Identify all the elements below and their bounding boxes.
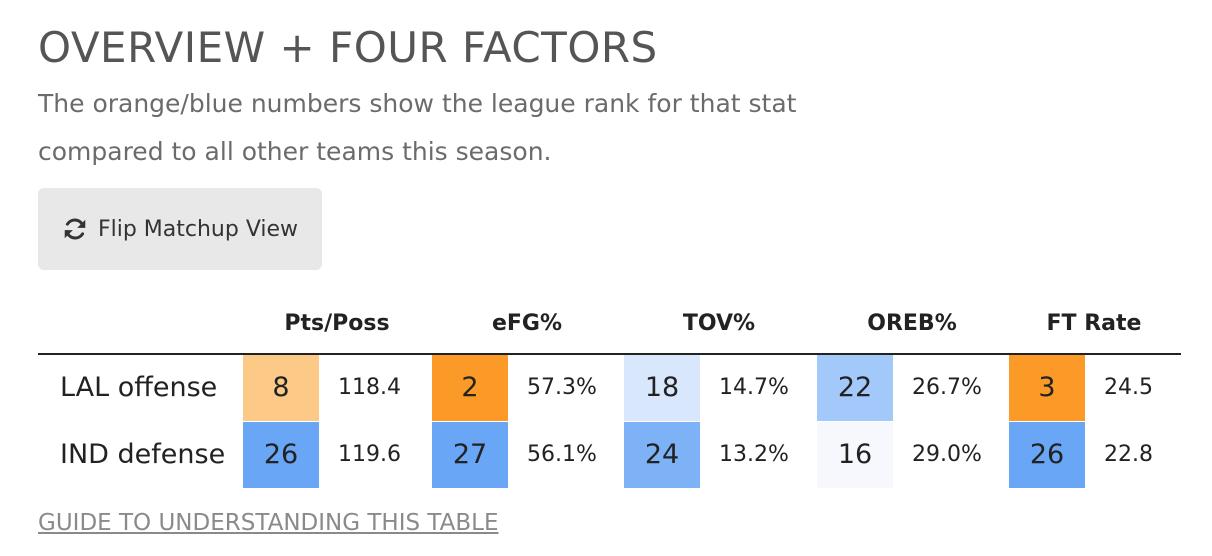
guide-link[interactable]: GUIDE TO UNDERSTANDING THIS TABLE <box>38 510 499 536</box>
rank-badge: 8 <box>243 355 319 421</box>
stat-value: 24.5 <box>1104 375 1153 400</box>
column-header: Pts/Poss <box>284 311 390 336</box>
header-divider <box>38 353 1181 355</box>
column-header: eFG% <box>491 311 563 336</box>
column-header: TOV% <box>682 311 756 336</box>
stat-value: 119.6 <box>338 442 401 467</box>
rank-badge: 2 <box>432 355 508 421</box>
rank-badge: 16 <box>817 422 893 488</box>
rank-badge: 27 <box>432 422 508 488</box>
rank-badge: 24 <box>624 422 700 488</box>
rank-badge: 18 <box>624 355 700 421</box>
page-title: OVERVIEW + FOUR FACTORS <box>38 23 658 72</box>
page-subtitle: The orange/blue numbers show the league … <box>38 89 797 166</box>
column-header: FT Rate <box>1046 311 1142 336</box>
rank-badge: 26 <box>243 422 319 488</box>
row-label: IND defense <box>60 439 226 470</box>
stat-value: 56.1% <box>527 442 597 467</box>
rank-badge: 3 <box>1009 355 1085 421</box>
stat-value: 29.0% <box>912 442 982 467</box>
refresh-icon <box>62 216 88 242</box>
row-label: LAL offense <box>60 372 218 403</box>
stat-value: 26.7% <box>912 375 982 400</box>
rank-badge: 26 <box>1009 422 1085 488</box>
stat-value: 22.8 <box>1104 442 1153 467</box>
flip-matchup-label: Flip Matchup View <box>97 216 299 242</box>
stat-value: 13.2% <box>719 442 789 467</box>
stat-value: 57.3% <box>527 375 597 400</box>
stat-value: 14.7% <box>719 375 789 400</box>
rank-badge: 22 <box>817 355 893 421</box>
column-header: OREB% <box>867 311 957 336</box>
flip-matchup-button[interactable]: Flip Matchup View <box>38 188 322 270</box>
stat-value: 118.4 <box>338 375 401 400</box>
